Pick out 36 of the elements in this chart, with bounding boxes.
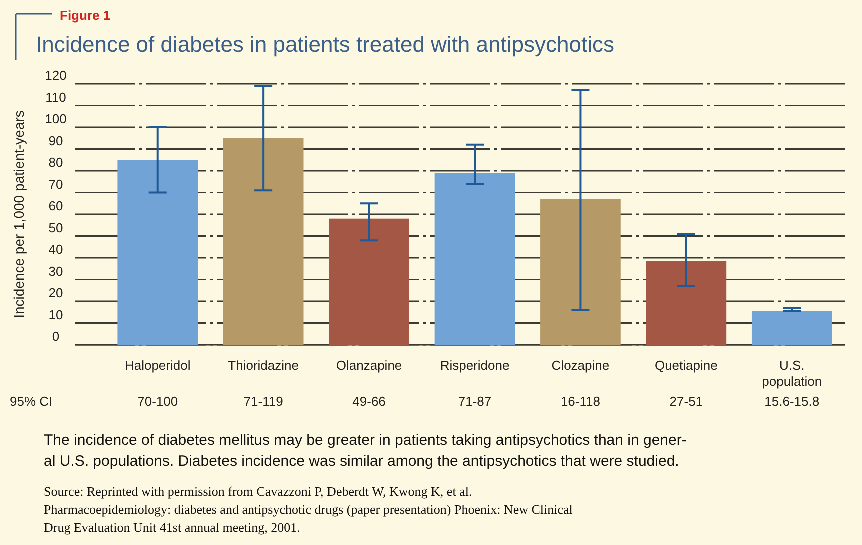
text: 27-51 [670,394,704,409]
y-tick-label: 30 [48,264,64,279]
text: 95% CI [10,394,53,409]
y-tick-label: 10 [48,307,64,322]
y-tick-label: 70 [48,176,64,192]
x-tick-label: U.S. population [762,358,822,389]
text: 16-118 [560,394,600,409]
chart-subtitle: Figure 1 [60,8,111,23]
y-tick-label: 110 [46,90,66,105]
y-tick-label: 0 [52,329,60,344]
text: al U.S. populations. Diabetes incidence was similar among the antipsychotics that were studied. [44,453,680,470]
y-tick-label: 20 [48,286,64,300]
y-tick-label: 100 [45,112,67,126]
text: The incidence of diabetes mellitus may be greater in patients taking antipsychotics than in gener- [44,432,687,449]
text: 71-119 [244,394,284,409]
text: 15.6-15.8 [764,394,820,409]
x-tick-label: Risperidone [440,358,510,373]
text: 71-87 [458,394,492,409]
text: 49-66 [352,394,386,409]
source-note: Source: Reprinted with permission from Cavazzoni P, Deberdt W, Kwong K, et al. [44,484,472,499]
y-tick-label: 50 [48,220,64,236]
x-tick-label: Haloperidol [124,358,191,373]
x-tick-label: Olanzapine [336,358,402,373]
text: Pharmacoepidemiology: diabetes and antipsychotic drugs (paper presentation) Phoenix: New Clinical [44,502,574,517]
y-tick-label: 90 [48,133,64,148]
x-tick-label: Quetiapine [654,358,718,373]
text: Drug Evaluation Unit 41st annual meeting, 2001. [44,520,300,535]
y-tick-label: 120 [45,68,67,83]
y-tick-label: 60 [48,198,64,214]
x-tick-label: Thioridazine [228,358,299,373]
y-axis-title: Incidence per 1,000 patient-years [11,110,27,318]
x-tick-label: Clozapine [552,358,610,373]
chart-title: Incidence of diabetes in patients treated with antipsychotics [36,32,614,57]
text: 70-100 [138,394,178,409]
y-tick-label: 40 [48,242,64,257]
y-tick-label: 80 [48,155,64,170]
